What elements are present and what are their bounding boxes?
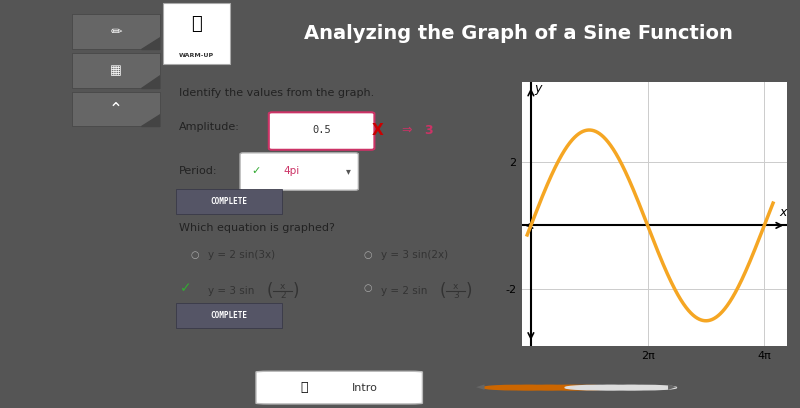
- FancyBboxPatch shape: [176, 303, 282, 328]
- Text: ▦: ▦: [110, 64, 122, 77]
- Circle shape: [606, 385, 677, 390]
- Text: ): ): [293, 282, 299, 300]
- FancyBboxPatch shape: [72, 92, 160, 126]
- FancyBboxPatch shape: [72, 53, 160, 88]
- Text: ✓: ✓: [251, 166, 260, 176]
- Text: ✓: ✓: [180, 281, 191, 295]
- Text: Period:: Period:: [179, 166, 218, 176]
- Text: Analyzing the Graph of a Sine Function: Analyzing the Graph of a Sine Function: [304, 24, 733, 43]
- Text: Which equation is graphed?: Which equation is graphed?: [179, 223, 335, 233]
- Text: (: (: [267, 282, 274, 300]
- FancyBboxPatch shape: [163, 3, 230, 64]
- Polygon shape: [141, 114, 160, 126]
- Text: ✏: ✏: [110, 24, 122, 39]
- Text: Identify the values from the graph.: Identify the values from the graph.: [179, 88, 374, 98]
- FancyBboxPatch shape: [72, 14, 160, 49]
- Text: ): ): [466, 282, 472, 300]
- Circle shape: [565, 385, 635, 390]
- Text: ⌃: ⌃: [109, 100, 123, 118]
- Text: y = 2 sin: y = 2 sin: [381, 286, 427, 296]
- Text: ○: ○: [364, 283, 372, 293]
- Text: ○: ○: [191, 250, 199, 260]
- Text: COMPLETE: COMPLETE: [210, 311, 248, 320]
- Text: 3: 3: [425, 124, 433, 137]
- Text: Amplitude:: Amplitude:: [179, 122, 240, 132]
- Text: 3: 3: [453, 291, 458, 300]
- Text: x: x: [779, 206, 786, 219]
- Text: y = 3 sin: y = 3 sin: [208, 286, 254, 296]
- Text: 🔥: 🔥: [191, 15, 202, 33]
- Circle shape: [483, 385, 554, 390]
- FancyBboxPatch shape: [176, 189, 282, 214]
- Text: ▾: ▾: [346, 166, 351, 176]
- Text: ◄: ◄: [476, 383, 484, 392]
- Polygon shape: [141, 37, 160, 49]
- Text: COMPLETE: COMPLETE: [210, 197, 248, 206]
- Text: X: X: [372, 123, 383, 138]
- Text: ⇒: ⇒: [401, 124, 412, 137]
- Text: ○: ○: [364, 250, 372, 260]
- Circle shape: [545, 385, 615, 390]
- Text: y = 3 sin(2x): y = 3 sin(2x): [381, 250, 448, 260]
- Circle shape: [586, 385, 656, 390]
- Text: x: x: [280, 282, 286, 291]
- Text: y: y: [534, 82, 542, 95]
- Text: y = 2 sin(3x): y = 2 sin(3x): [208, 250, 275, 260]
- Text: 4pi: 4pi: [283, 166, 299, 176]
- Text: 0.5: 0.5: [312, 125, 330, 135]
- Text: 🔊: 🔊: [300, 381, 308, 394]
- Circle shape: [504, 385, 574, 390]
- Text: 2: 2: [280, 291, 286, 300]
- Circle shape: [524, 385, 594, 390]
- FancyBboxPatch shape: [256, 371, 422, 404]
- FancyBboxPatch shape: [269, 112, 374, 150]
- Polygon shape: [141, 75, 160, 88]
- Text: Intro: Intro: [352, 383, 378, 392]
- Text: (: (: [440, 282, 446, 300]
- Text: x: x: [453, 282, 458, 291]
- Text: WARM-UP: WARM-UP: [179, 53, 214, 58]
- FancyBboxPatch shape: [240, 153, 358, 190]
- Text: ►: ►: [668, 383, 676, 392]
